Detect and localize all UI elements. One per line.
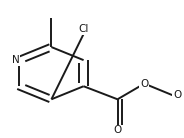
Text: Cl: Cl (78, 24, 89, 34)
Text: O: O (113, 125, 122, 135)
Text: N: N (12, 55, 19, 65)
Text: O: O (140, 79, 148, 89)
Text: O: O (173, 90, 181, 100)
